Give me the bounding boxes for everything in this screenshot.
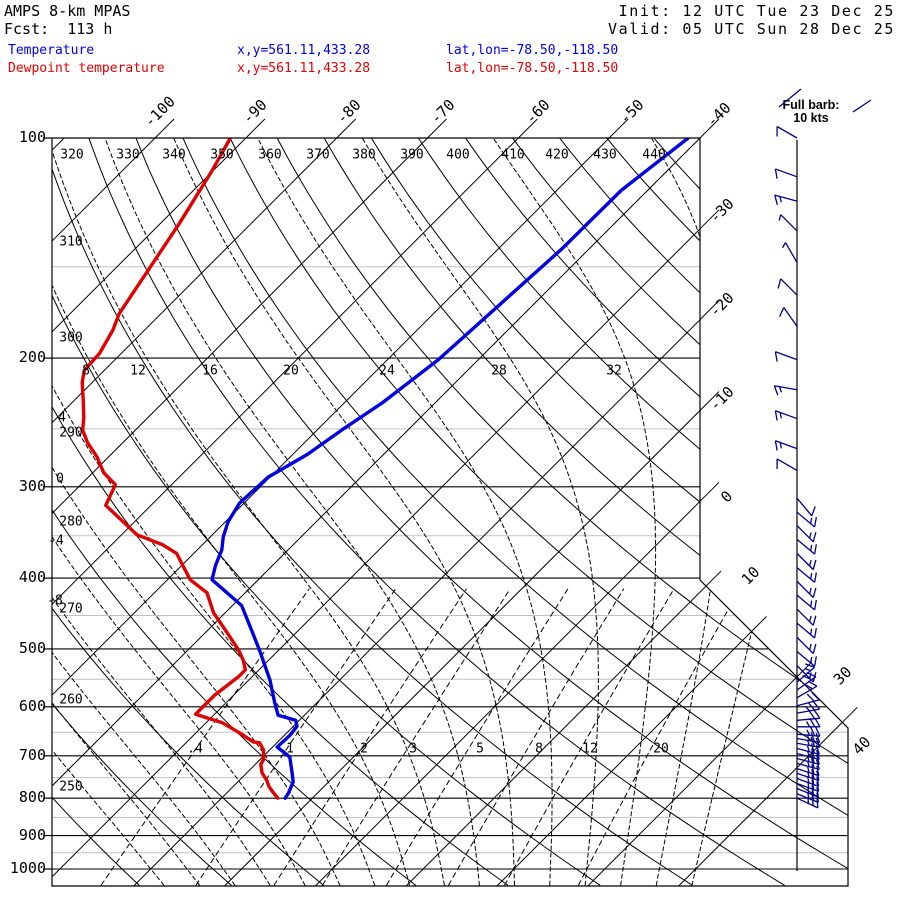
mixing-ratio-lines — [100, 588, 741, 886]
temperature-grid-coords: x,y=561.11,433.28 — [237, 43, 371, 58]
dewpoint-curve — [80, 138, 280, 800]
valid-time: Valid: 05 UTC Sun 28 Dec 25 — [607, 20, 895, 38]
barb-legend-line1: Full barb: — [782, 98, 840, 112]
temperature-legend-label: Temperature — [8, 43, 95, 58]
moist-adiabat-label: 8 — [82, 363, 90, 379]
dry-adiabat-label: 410 — [501, 147, 525, 163]
moist-adiabat-label: 20 — [283, 363, 299, 379]
dewpoint-legend-label: Dewpoint temperature — [8, 61, 165, 76]
moist-adiabat-label: 16 — [202, 363, 218, 379]
moist-adiabat-label: 32 — [606, 363, 622, 379]
pressure-axis-label: 1000 — [9, 859, 46, 877]
moist-adiabat-label: 28 — [491, 363, 507, 379]
barb-legend-sample — [778, 88, 872, 113]
pressure-axis-label: 800 — [18, 788, 46, 807]
dry-adiabat-lines — [52, 138, 848, 886]
mixing-ratio-label: 12 — [582, 741, 598, 757]
mixing-ratio-label: .4 — [187, 741, 203, 757]
pressure-axis-label: 300 — [18, 476, 46, 495]
dry-adiabat-label: 260 — [59, 692, 83, 708]
mixing-ratio-label: 20 — [653, 741, 669, 757]
dry-adiabat-label: 320 — [60, 147, 84, 163]
mixing-ratio-label: 8 — [535, 741, 543, 757]
moist-adiabat-label: 4 — [58, 410, 66, 426]
dry-adiabat-label: 390 — [400, 147, 424, 163]
forecast-hour: Fcst: 113 h — [4, 20, 113, 38]
dry-adiabat-label: 420 — [545, 147, 569, 163]
dry-adiabat-label: 300 — [59, 330, 83, 346]
pressure-minor-gridlines — [52, 266, 848, 854]
pressure-axis-label: 400 — [18, 568, 46, 587]
barb-legend-line2: 10 kts — [793, 111, 829, 125]
dry-adiabat-label: 310 — [59, 234, 83, 250]
wind-barb-legend: Full barb: 10 kts — [770, 99, 852, 125]
dry-adiabat-label: 400 — [446, 147, 470, 163]
dry-adiabat-label: 250 — [59, 779, 83, 795]
dry-adiabat-label: 330 — [116, 147, 140, 163]
pressure-axis-label: 100 — [18, 128, 46, 146]
pressure-axis-label: 900 — [18, 825, 46, 844]
pressure-axis-label: 600 — [18, 696, 46, 715]
dry-adiabat-label: 340 — [162, 147, 186, 163]
dewpoint-latlon: lat,lon=-78.50,-118.50 — [446, 61, 619, 76]
model-title: AMPS 8-km MPAS — [4, 2, 131, 20]
dry-adiabat-label: 360 — [258, 147, 282, 163]
temperature-latlon: lat,lon=-78.50,-118.50 — [446, 43, 619, 58]
dry-adiabat-label: 370 — [306, 147, 330, 163]
isotherm-lines — [52, 138, 848, 886]
chart-border — [51, 137, 849, 887]
temperature-curve — [210, 138, 690, 800]
dry-adiabat-label: 380 — [352, 147, 376, 163]
moist-adiabat-label: 12 — [130, 363, 146, 379]
chart-area — [52, 138, 848, 886]
pressure-major-gridlines — [52, 138, 848, 870]
init-time: Init: 12 UTC Tue 23 Dec 25 — [618, 2, 895, 20]
dry-adiabat-label: 280 — [59, 514, 83, 530]
moist-adiabat-label: 24 — [379, 363, 395, 379]
pressure-axis-label: 700 — [18, 745, 46, 764]
mixing-ratio-label: 2 — [360, 741, 368, 757]
moist-adiabat-label: -8 — [47, 593, 63, 609]
dry-adiabat-label: 270 — [59, 601, 83, 617]
dry-adiabat-label: 430 — [593, 147, 617, 163]
pressure-axis-label: 500 — [18, 638, 46, 657]
dewpoint-grid-coords: x,y=561.11,433.28 — [237, 61, 371, 76]
pressure-axis-label: 200 — [18, 348, 46, 367]
dry-adiabat-label: 350 — [210, 147, 234, 163]
moist-adiabat-label: -4 — [48, 533, 64, 549]
dry-adiabat-label: 290 — [59, 425, 83, 441]
moist-adiabat-label: 0 — [56, 471, 64, 487]
wind-barbs — [773, 125, 821, 809]
dry-adiabat-label: 440 — [642, 147, 666, 163]
mixing-ratio-label: 1 — [286, 741, 294, 757]
mixing-ratio-label: 3 — [409, 741, 417, 757]
mixing-ratio-label: 5 — [476, 741, 484, 757]
axis-ticks — [43, 118, 858, 870]
